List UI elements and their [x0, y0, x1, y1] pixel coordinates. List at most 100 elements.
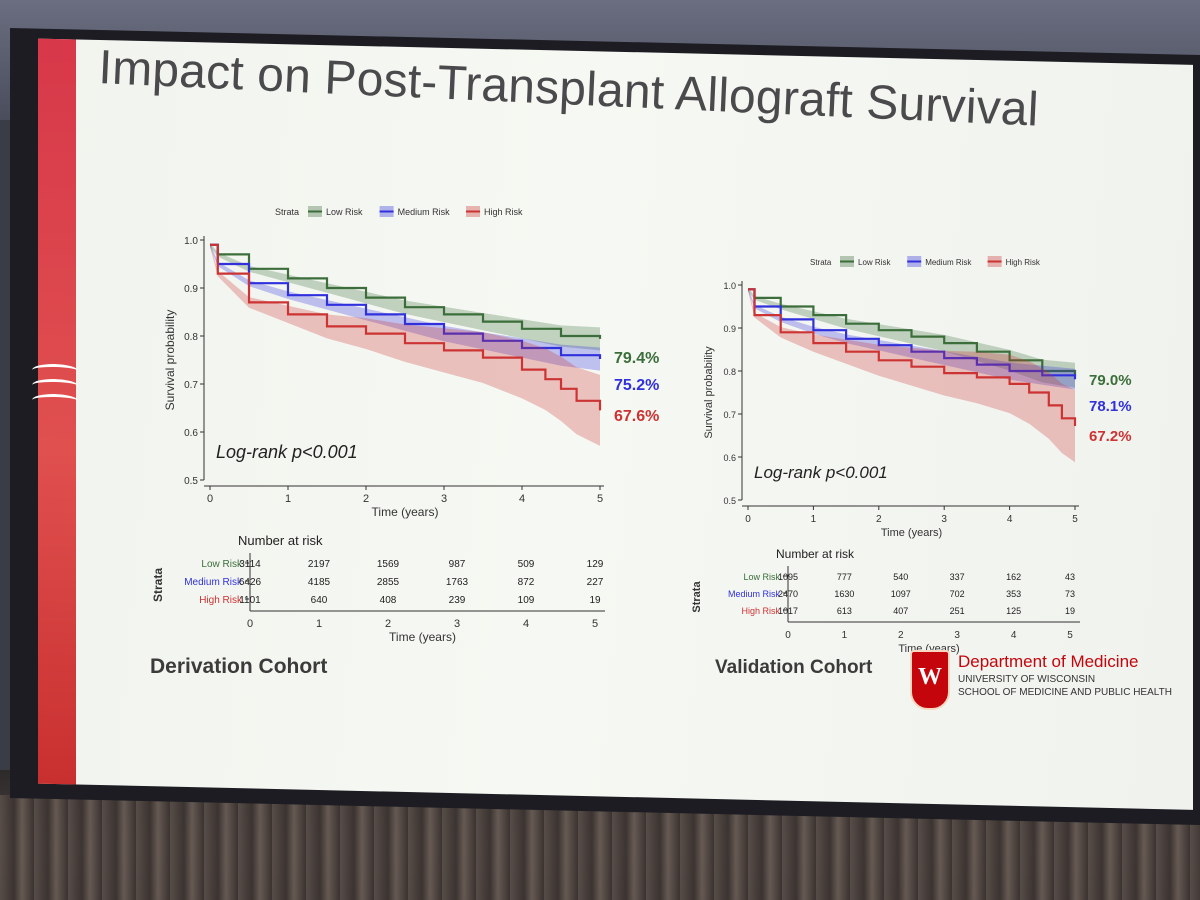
logo-school: SCHOOL OF MEDICINE AND PUBLIC HEALTH — [958, 687, 1172, 698]
department-logo: W Department of Medicine UNIVERSITY OF W… — [910, 650, 1172, 720]
risk-table-x-tick: 1 — [316, 618, 322, 630]
legend-entry: High Risk — [484, 207, 523, 217]
risk-table-title: Number at risk — [776, 547, 855, 561]
km-curve-high-risk — [210, 243, 602, 411]
y-tick-label: 1.0 — [723, 281, 736, 291]
y-tick-label: 0.6 — [184, 428, 198, 439]
risk-count: 4185 — [308, 577, 331, 588]
risk-count: 1763 — [446, 577, 469, 588]
x-tick-label: 5 — [597, 493, 603, 505]
end-survival-label: 79.4% — [614, 350, 659, 367]
km-curve-low-risk — [748, 288, 1077, 376]
risk-count: 109 — [518, 595, 535, 606]
risk-count: 777 — [837, 572, 852, 582]
ci-band-high-risk — [210, 242, 600, 446]
x-tick-label: 3 — [941, 514, 947, 525]
risk-count: 1630 — [834, 589, 854, 599]
risk-table-strata-label: Strata — [151, 568, 165, 602]
x-tick-label: 0 — [207, 493, 213, 505]
y-tick-label: 1.0 — [184, 236, 198, 247]
risk-table-x-tick: 2 — [385, 618, 391, 630]
risk-count: 251 — [950, 606, 965, 616]
risk-table-x-tick: 2 — [898, 630, 904, 641]
slide-accent-bar — [32, 38, 78, 785]
validation-cohort-label: Validation Cohort — [715, 657, 873, 678]
x-axis-label: Time (years) — [372, 505, 439, 519]
risk-row-label: Medium Risk — [184, 577, 243, 588]
y-tick-label: 0.5 — [184, 476, 198, 487]
risk-count: 337 — [950, 572, 965, 582]
x-tick-label: 3 — [441, 493, 447, 505]
risk-count: 509 — [518, 559, 535, 570]
x-axis-label: Time (years) — [881, 527, 942, 539]
risk-table-x-tick: 3 — [954, 630, 960, 641]
risk-table-strata-label: Strata — [691, 581, 703, 613]
risk-count: 640 — [311, 595, 328, 606]
legend-entry: Low Risk — [858, 258, 891, 267]
risk-table-x-tick: 1 — [842, 630, 848, 641]
end-survival-label: 67.6% — [614, 408, 659, 425]
logo-department: Department of Medicine — [958, 652, 1139, 671]
risk-table-x-tick: 4 — [523, 618, 529, 630]
risk-table-title: Number at risk — [238, 533, 323, 548]
y-tick-label: 0.8 — [723, 367, 736, 377]
y-axis-label: Survival probability — [163, 310, 177, 411]
risk-count: 162 — [1006, 572, 1021, 582]
risk-count: 872 — [518, 577, 535, 588]
risk-count: 125 — [1006, 606, 1021, 616]
ci-band-medium-risk — [210, 242, 600, 371]
wave-decoration — [32, 378, 78, 393]
y-tick-label: 0.6 — [723, 453, 736, 463]
risk-table-x-tick: 5 — [592, 618, 598, 630]
risk-count: 540 — [893, 572, 908, 582]
risk-row-label: Low Risk — [201, 559, 243, 570]
end-survival-label: 67.2% — [1089, 428, 1132, 445]
end-survival-label: 75.2% — [614, 377, 659, 394]
legend-entry: Low Risk — [326, 207, 363, 217]
x-tick-label: 0 — [745, 514, 751, 525]
derivation-cohort-label: Derivation Cohort — [150, 655, 328, 678]
log-rank-annotation: Log-rank p<0.001 — [754, 463, 888, 482]
risk-count: 353 — [1006, 589, 1021, 599]
risk-count: 19 — [589, 595, 601, 606]
wave-decoration — [32, 393, 78, 408]
end-survival-label: 79.0% — [1089, 372, 1132, 389]
risk-count: 1569 — [377, 559, 400, 570]
risk-table-x-tick: 4 — [1011, 630, 1017, 641]
risk-count: 227 — [587, 577, 604, 588]
risk-count: 239 — [449, 595, 466, 606]
legend-entry: Medium Risk — [925, 258, 972, 267]
risk-count: 1097 — [891, 589, 911, 599]
x-tick-label: 2 — [876, 514, 882, 525]
x-tick-label: 1 — [811, 514, 817, 525]
risk-count: 2197 — [308, 559, 331, 570]
x-tick-label: 1 — [285, 493, 291, 505]
y-tick-label: 0.7 — [184, 380, 198, 391]
risk-count: 613 — [837, 606, 852, 616]
x-tick-label: 5 — [1072, 514, 1078, 525]
risk-count: 19 — [1065, 606, 1075, 616]
risk-count: 43 — [1065, 572, 1075, 582]
risk-table-x-tick: 5 — [1067, 630, 1073, 641]
risk-count: 987 — [449, 559, 466, 570]
legend-entry: Medium Risk — [398, 207, 451, 217]
x-tick-label: 2 — [363, 493, 369, 505]
y-tick-label: 0.7 — [723, 410, 736, 420]
risk-row-label: Low Risk — [743, 572, 780, 582]
uw-crest-icon: W — [910, 650, 950, 710]
wave-decoration — [32, 363, 78, 378]
risk-count: 2855 — [377, 577, 400, 588]
risk-count: 408 — [380, 595, 397, 606]
x-tick-label: 4 — [1007, 514, 1013, 525]
end-survival-label: 78.1% — [1089, 398, 1132, 415]
legend-entry: High Risk — [1006, 258, 1041, 267]
risk-table-x-tick: 3 — [454, 618, 460, 630]
derivation-km-chart: Strata Low Risk Medium Risk High Risk 0.5 0.6… — [151, 206, 659, 644]
risk-table-x-label: Time (years) — [389, 630, 456, 644]
legend-title: Strata — [810, 258, 832, 267]
y-tick-label: 0.9 — [723, 324, 736, 334]
risk-count: 702 — [950, 589, 965, 599]
risk-row-label: High Risk — [741, 606, 780, 616]
y-tick-label: 0.9 — [184, 284, 198, 295]
ci-band-low-risk — [748, 287, 1075, 388]
